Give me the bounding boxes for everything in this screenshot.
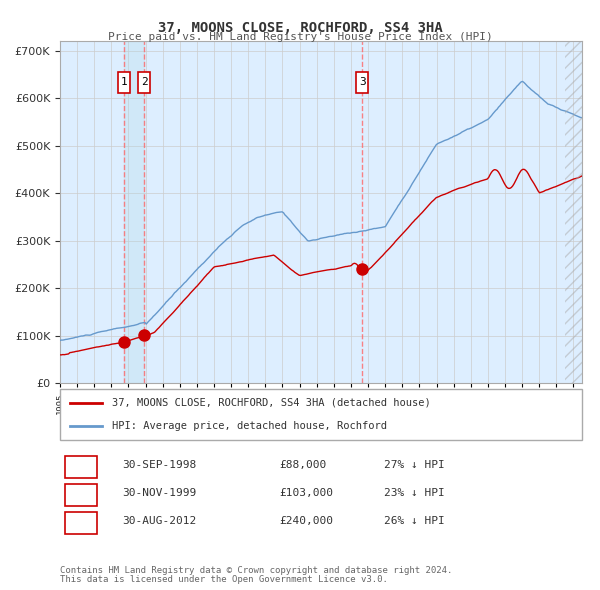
Text: 1: 1 [121,77,128,87]
FancyBboxPatch shape [138,72,150,93]
Text: £88,000: £88,000 [279,460,326,470]
Text: 26% ↓ HPI: 26% ↓ HPI [383,516,445,526]
Text: 2: 2 [141,77,148,87]
Text: 3: 3 [77,516,84,526]
Text: Price paid vs. HM Land Registry's House Price Index (HPI): Price paid vs. HM Land Registry's House … [107,32,493,42]
Text: 37, MOONS CLOSE, ROCHFORD, SS4 3HA: 37, MOONS CLOSE, ROCHFORD, SS4 3HA [158,21,442,35]
FancyBboxPatch shape [60,389,582,440]
Text: 23% ↓ HPI: 23% ↓ HPI [383,488,445,497]
Text: 2: 2 [77,488,84,497]
Text: HPI: Average price, detached house, Rochford: HPI: Average price, detached house, Roch… [112,421,387,431]
FancyBboxPatch shape [118,72,130,93]
Text: This data is licensed under the Open Government Licence v3.0.: This data is licensed under the Open Gov… [60,575,388,584]
FancyBboxPatch shape [65,484,97,506]
Text: 1: 1 [77,460,84,470]
Text: 27% ↓ HPI: 27% ↓ HPI [383,460,445,470]
FancyBboxPatch shape [65,512,97,534]
Text: 30-SEP-1998: 30-SEP-1998 [122,460,197,470]
FancyBboxPatch shape [356,72,368,93]
Bar [124,41,144,384]
Text: 30-AUG-2012: 30-AUG-2012 [122,516,197,526]
Text: 3: 3 [359,77,366,87]
Text: £103,000: £103,000 [279,488,333,497]
Text: 30-NOV-1999: 30-NOV-1999 [122,488,197,497]
FancyBboxPatch shape [65,455,97,477]
Text: 37, MOONS CLOSE, ROCHFORD, SS4 3HA (detached house): 37, MOONS CLOSE, ROCHFORD, SS4 3HA (deta… [112,398,431,408]
Text: £240,000: £240,000 [279,516,333,526]
Text: Contains HM Land Registry data © Crown copyright and database right 2024.: Contains HM Land Registry data © Crown c… [60,566,452,575]
